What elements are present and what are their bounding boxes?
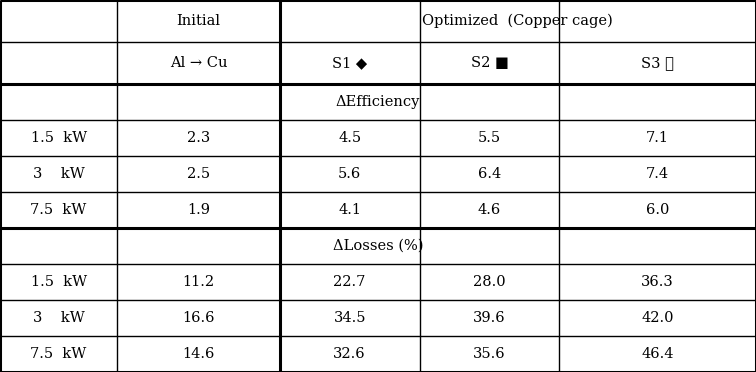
Text: 6.0: 6.0 (646, 203, 669, 217)
Text: 4.6: 4.6 (478, 203, 501, 217)
Text: 7.5  kW: 7.5 kW (30, 203, 87, 217)
Text: S2 ■: S2 ■ (470, 56, 509, 70)
Text: 1.5  kW: 1.5 kW (30, 131, 87, 145)
Text: 3    kW: 3 kW (33, 311, 85, 325)
Text: 22.7: 22.7 (333, 275, 366, 289)
Text: 5.6: 5.6 (338, 167, 361, 181)
Text: ΔLosses (%): ΔLosses (%) (333, 239, 423, 253)
Text: 4.5: 4.5 (338, 131, 361, 145)
Text: Initial: Initial (176, 14, 221, 28)
Text: S1 ◆: S1 ◆ (332, 56, 367, 70)
Text: 6.4: 6.4 (478, 167, 501, 181)
Text: 11.2: 11.2 (182, 275, 215, 289)
Text: 39.6: 39.6 (473, 311, 506, 325)
Text: 16.6: 16.6 (182, 311, 215, 325)
Text: 7.5  kW: 7.5 kW (30, 347, 87, 361)
Text: Al → Cu: Al → Cu (169, 56, 228, 70)
Text: 7.1: 7.1 (646, 131, 669, 145)
Text: 28.0: 28.0 (473, 275, 506, 289)
Text: 7.4: 7.4 (646, 167, 669, 181)
Text: 36.3: 36.3 (641, 275, 674, 289)
Text: 1.9: 1.9 (187, 203, 210, 217)
Text: 3    kW: 3 kW (33, 167, 85, 181)
Text: 1.5  kW: 1.5 kW (30, 275, 87, 289)
Text: 46.4: 46.4 (642, 347, 674, 361)
Text: Optimized  (Copper cage): Optimized (Copper cage) (423, 14, 613, 28)
Text: 14.6: 14.6 (182, 347, 215, 361)
Text: 42.0: 42.0 (642, 311, 674, 325)
Text: 2.3: 2.3 (187, 131, 210, 145)
Text: 2.5: 2.5 (187, 167, 210, 181)
Text: 5.5: 5.5 (478, 131, 501, 145)
Text: 35.6: 35.6 (473, 347, 506, 361)
Text: 32.6: 32.6 (333, 347, 366, 361)
Text: ΔEfficiency: ΔEfficiency (336, 95, 420, 109)
Text: 4.1: 4.1 (338, 203, 361, 217)
Text: S3 ★: S3 ★ (641, 56, 674, 70)
Text: 34.5: 34.5 (333, 311, 366, 325)
